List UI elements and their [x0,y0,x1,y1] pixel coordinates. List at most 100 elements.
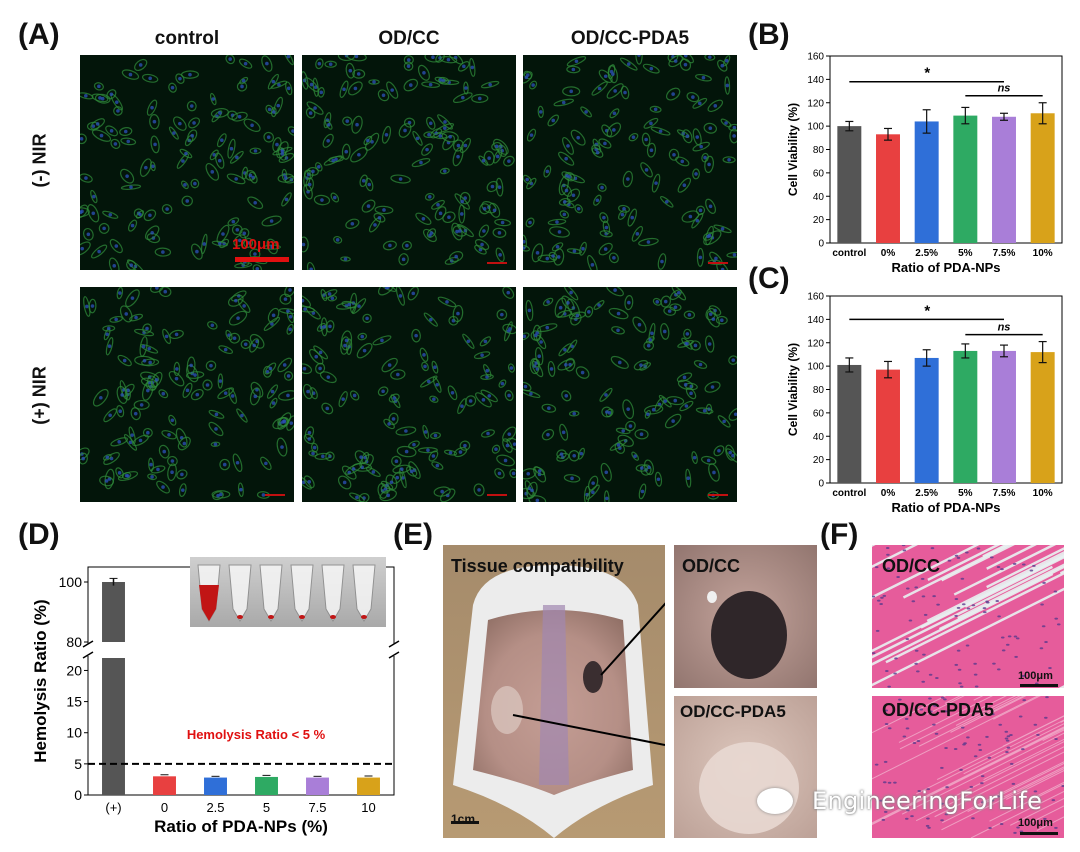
nucleus [898,698,902,701]
nucleus [982,611,987,614]
nucleus [961,603,966,606]
x-tick-label: control [832,248,866,259]
nucleus [985,600,989,603]
chart-d: 80 100 0 5 10 15 20 (+) 0 2.5 5 7.5 10 Hemolysis Rati… [31,566,400,836]
tissue-fiber [941,768,1064,831]
tissue-fiber [953,741,1064,798]
y-tick-label: 100 [807,362,824,373]
nucleus [921,680,926,683]
scale-bar-label-f-bottom: 100μm [1018,817,1053,829]
nucleus [1006,746,1011,749]
nucleus [916,670,920,673]
x-tick-label: control [832,488,866,499]
scale-bar-a [235,257,289,262]
plot-frame [829,295,1063,484]
nucleus [1041,625,1046,628]
nucleus [883,760,888,763]
nucleus [1021,563,1026,566]
y-tick-label: 60 [813,168,825,179]
bar-5 [255,776,278,795]
nucleus [894,657,898,660]
tube-pellet [361,615,367,619]
y-tick-label: 160 [807,292,824,303]
nucleus [1011,782,1016,785]
nucleus [1009,733,1013,736]
nucleus [959,685,964,688]
nucleus [999,822,1004,825]
nucleus [921,595,926,598]
nucleus [954,554,959,557]
nucleus [1053,590,1058,593]
tissue-fiber [1003,766,1064,798]
axis-break-mark [82,640,94,648]
y-tick-label: 10 [66,725,82,741]
tissue-fiber [926,696,965,715]
nucleus [998,723,1003,726]
nucleus [1006,735,1011,738]
tissue-fiber [872,696,947,734]
nucleus [936,603,940,606]
nucleus [940,819,944,822]
micrograph-control-plus-nir [80,287,294,502]
tissue-fiber [953,545,1057,596]
tissue-fiber [963,723,1064,775]
nucleus [976,547,981,550]
tissue-fiber [901,732,1064,815]
panel-label-b: (B) [748,18,790,51]
tube [321,564,345,622]
tissue-photo [443,545,665,838]
nucleus [872,652,876,655]
y-tick-label: 140 [807,315,824,326]
y-tick-label: 60 [813,408,825,419]
tissue-fiber [872,565,1053,659]
y-tick-label: 80 [813,385,825,396]
bar-7.5 [306,777,329,795]
x-tick-label: 2.5 [206,800,224,815]
bar-5% [953,350,978,483]
nucleus [884,722,889,725]
nucleus [906,809,910,812]
wechat-icon [757,788,793,814]
tissue-fiber [872,696,1039,780]
y-tick-label: 100 [807,122,824,133]
scale-bar-f-top [1020,684,1058,687]
nucleus [908,619,913,622]
nucleus [940,766,944,769]
nucleus [881,818,886,821]
threshold-label: Hemolysis Ratio < 5 % [187,727,326,742]
nucleus [995,599,1000,602]
nucleus [944,813,949,816]
nucleus [988,826,992,829]
nucleus [932,595,936,598]
nucleus [980,782,984,785]
hemolysis-tubes-photo [190,557,386,627]
nucleus [893,672,897,675]
y-tick-label: 80 [813,145,825,156]
tube [290,564,314,622]
tissue-fiber [986,547,1064,589]
x-tick-label: 0% [881,488,896,499]
nucleus [996,795,1001,798]
nucleus [971,604,976,607]
tissue-fiber [927,545,1001,582]
scale-bar-label-e: 1cm [451,812,476,826]
nucleus [962,743,966,746]
nucleus [927,826,931,829]
nucleus [1048,667,1052,670]
tissue-fiber [885,571,1064,664]
bar-0% [876,134,900,243]
nucleus [872,595,876,598]
nucleus [880,596,884,599]
x-axis-label: Ratio of PDA-NPs [891,500,1000,515]
nucleus [971,817,975,820]
tissue-fiber [942,761,1064,824]
nucleus [1015,637,1020,640]
bar-10 [357,777,380,795]
y-tick-label: 0 [818,239,824,250]
y-tick-label: 0 [818,479,824,490]
nucleus [928,673,933,676]
nucleus [905,587,910,590]
histology-odcc-label: OD/CC [882,556,940,576]
y-axis-label: Cell Viability (%) [786,343,800,436]
nucleus [886,553,890,556]
